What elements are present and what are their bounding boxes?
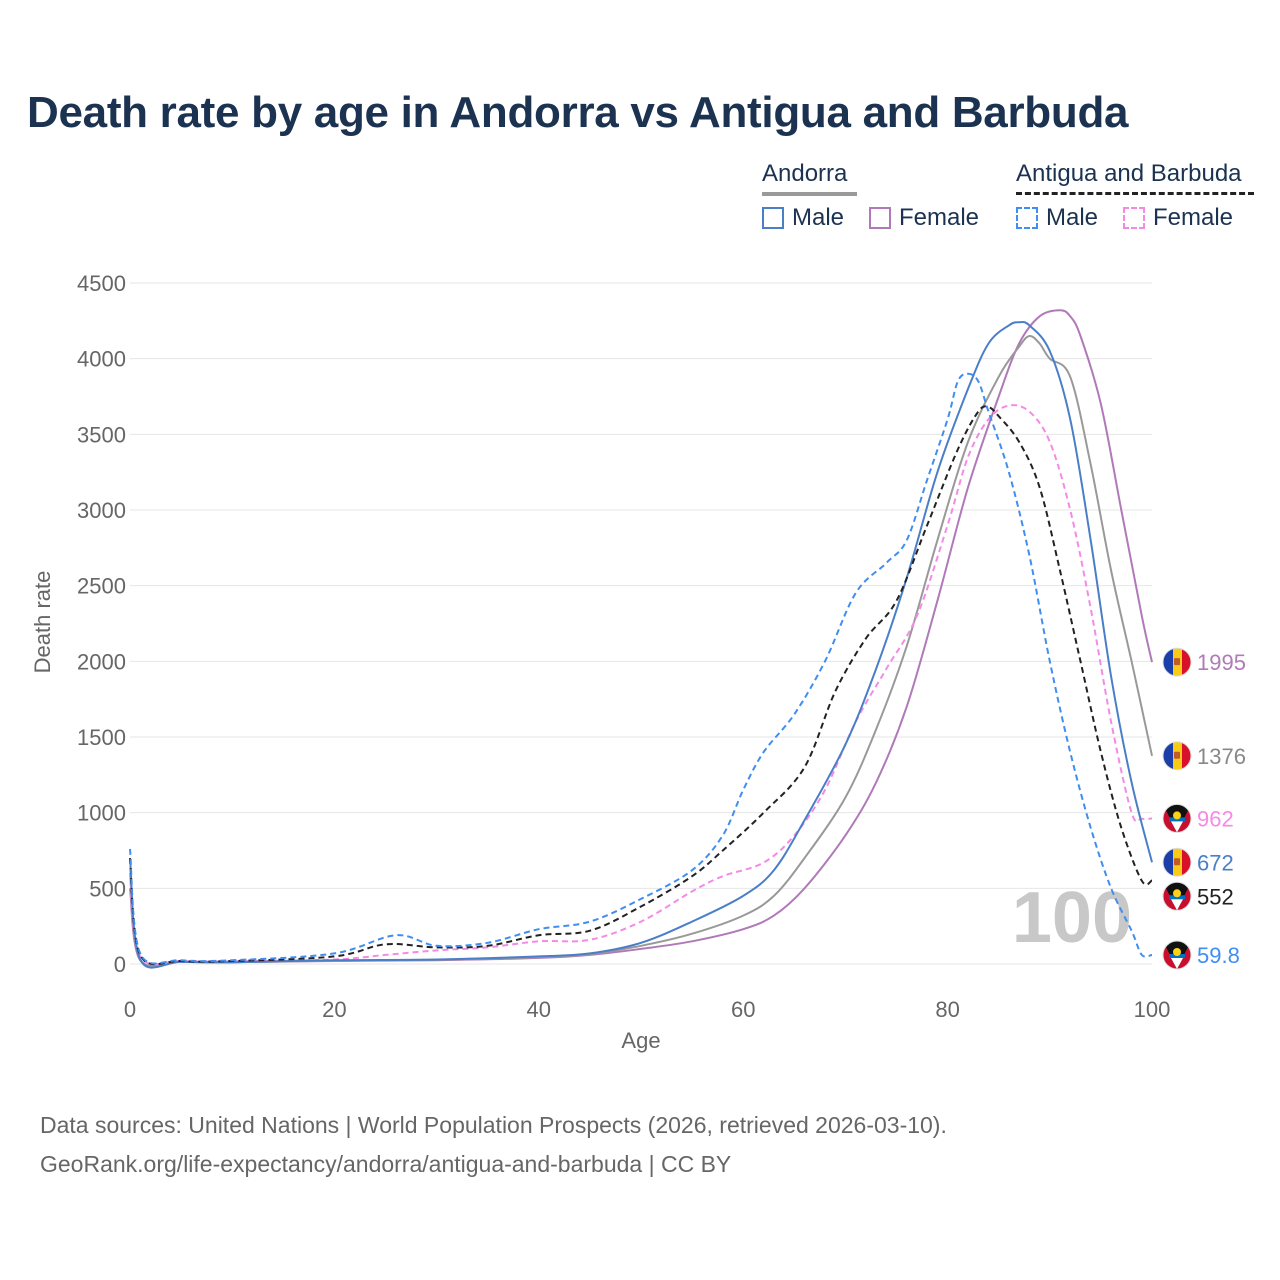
footer-link: GeoRank.org/life-expectancy/andorra/anti… — [40, 1151, 732, 1177]
series-line-antigua_female — [129, 404, 1153, 966]
series-line-andorra_total — [129, 334, 1153, 968]
end-label-antigua_total: 552 — [1197, 884, 1234, 909]
legend-swatch-andorra-male — [762, 207, 784, 229]
legend-group-andorra-title: Andorra — [762, 160, 848, 187]
end-flag-andorra — [1162, 741, 1192, 771]
end-flag-antigua — [1162, 803, 1192, 833]
y-tick-label: 4000 — [77, 347, 126, 372]
series-line-antigua_total — [129, 405, 1153, 966]
legend-andorra-female[interactable]: Female — [869, 204, 979, 232]
legend-swatch-antigua-male — [1016, 207, 1038, 229]
y-tick-label: 500 — [89, 876, 126, 901]
legend-group-antigua-line — [1016, 192, 1254, 195]
end-label-andorra_female: 1995 — [1197, 650, 1246, 675]
series-line-andorra_female — [129, 309, 1153, 967]
y-tick-label: 2500 — [77, 574, 126, 599]
y-tick-label: 0 — [114, 952, 126, 977]
x-axis-title: Age — [621, 1028, 660, 1053]
y-tick-label: 1500 — [77, 725, 126, 750]
footer: Data sources: United Nations | World Pop… — [40, 1106, 947, 1184]
x-tick-label: 60 — [731, 997, 755, 1022]
legend-antigua-male-label: Male — [1046, 204, 1099, 231]
end-flag-antigua — [1162, 940, 1192, 970]
x-tick-label: 40 — [527, 997, 551, 1022]
chart-title: Death rate by age in Andorra vs Antigua … — [27, 88, 1129, 137]
end-label-antigua_female: 962 — [1197, 806, 1234, 831]
y-tick-labels: 0 500 1000 1500 2000 2500 3000 3500 4000 4500 — [77, 271, 126, 977]
end-label-antigua_male: 59.8 — [1197, 943, 1240, 968]
grid-lines — [130, 282, 1152, 965]
legend-group-antigua-title: Antigua and Barbuda — [1016, 160, 1242, 187]
end-flag-andorra — [1162, 847, 1192, 877]
x-tick-label: 80 — [935, 997, 959, 1022]
y-tick-label: 4500 — [77, 271, 126, 296]
y-axis-title: Death rate — [30, 571, 55, 674]
y-tick-label: 3500 — [77, 422, 126, 447]
series-line-andorra_male — [129, 321, 1153, 969]
y-tick-label: 2000 — [77, 649, 126, 674]
footer-sources: Data sources: United Nations | World Pop… — [40, 1112, 947, 1138]
year-watermark: 100 — [1012, 878, 1132, 958]
end-flag-andorra — [1162, 647, 1192, 677]
end-label-andorra_total: 1376 — [1197, 744, 1246, 769]
legend-group-andorra-line — [762, 192, 857, 196]
legend-antigua-male[interactable]: Male — [1016, 204, 1098, 232]
legend-swatch-andorra-female — [869, 207, 891, 229]
legend-andorra-male-label: Male — [792, 204, 845, 231]
end-label-andorra_male: 672 — [1197, 850, 1234, 875]
end-markers: 1995 1376 962 672 552 59.8 — [1162, 647, 1246, 970]
series-line-antigua_male — [129, 372, 1153, 965]
end-flag-antigua — [1162, 881, 1192, 911]
legend-andorra-male[interactable]: Male — [762, 204, 844, 232]
x-tick-label: 100 — [1134, 997, 1171, 1022]
series-lines — [129, 309, 1153, 969]
y-tick-label: 1000 — [77, 801, 126, 826]
legend-antigua-female[interactable]: Female — [1123, 204, 1233, 232]
legend-swatch-antigua-female — [1123, 207, 1145, 229]
x-tick-labels: 0 20 40 60 80 100 — [124, 997, 1170, 1022]
y-tick-label: 3000 — [77, 498, 126, 523]
legend-antigua-female-label: Female — [1153, 204, 1234, 231]
x-tick-label: 0 — [124, 997, 136, 1022]
x-tick-label: 20 — [322, 997, 346, 1022]
legend-andorra-female-label: Female — [899, 204, 980, 231]
